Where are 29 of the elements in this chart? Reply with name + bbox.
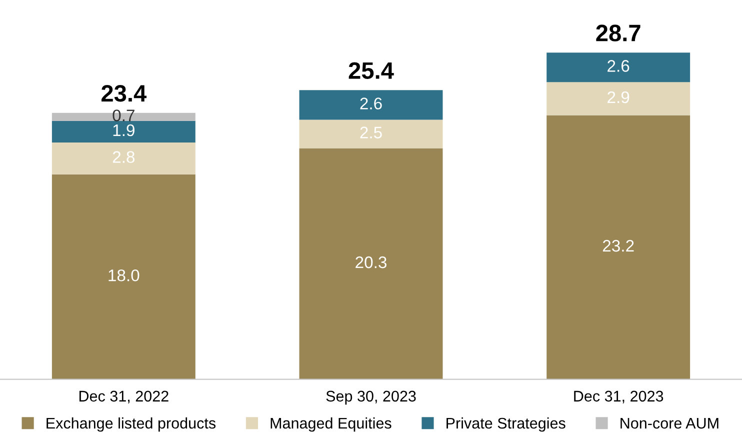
legend-label: Private Strategies <box>446 417 566 432</box>
legend-label: Managed Equities <box>270 417 392 432</box>
data-label: 2.5 <box>360 126 382 138</box>
bar <box>299 120 443 148</box>
bar <box>546 115 690 380</box>
x-tick-label: Dec 31, 2022 <box>79 390 168 404</box>
bar <box>299 148 443 380</box>
x-tick-label: Sep 30, 2023 <box>326 390 416 405</box>
data-label: 1.9 <box>113 124 134 136</box>
total-label: 28.7 <box>596 24 640 42</box>
bar <box>52 142 196 174</box>
legend-label: Exchange listed products <box>46 417 216 432</box>
x-tick-label: Dec 31, 2023 <box>574 390 664 404</box>
data-label: 2.6 <box>608 60 630 72</box>
data-label: 20.3 <box>356 256 386 268</box>
data-label: 18.0 <box>108 269 140 282</box>
data-label: 2.6 <box>360 98 382 110</box>
bar <box>52 120 196 143</box>
bar <box>299 90 443 120</box>
bar <box>546 52 690 82</box>
data-label: 2.8 <box>112 151 135 163</box>
total-label: 25.4 <box>348 62 394 79</box>
data-label: 0.7 <box>112 110 134 122</box>
data-label: 2.9 <box>608 91 630 104</box>
bar <box>546 82 690 116</box>
legend-label: Non-core AUM <box>620 418 718 429</box>
bar <box>52 174 196 380</box>
data-label: 23.2 <box>602 240 634 252</box>
total-label: 23.4 <box>102 85 147 102</box>
